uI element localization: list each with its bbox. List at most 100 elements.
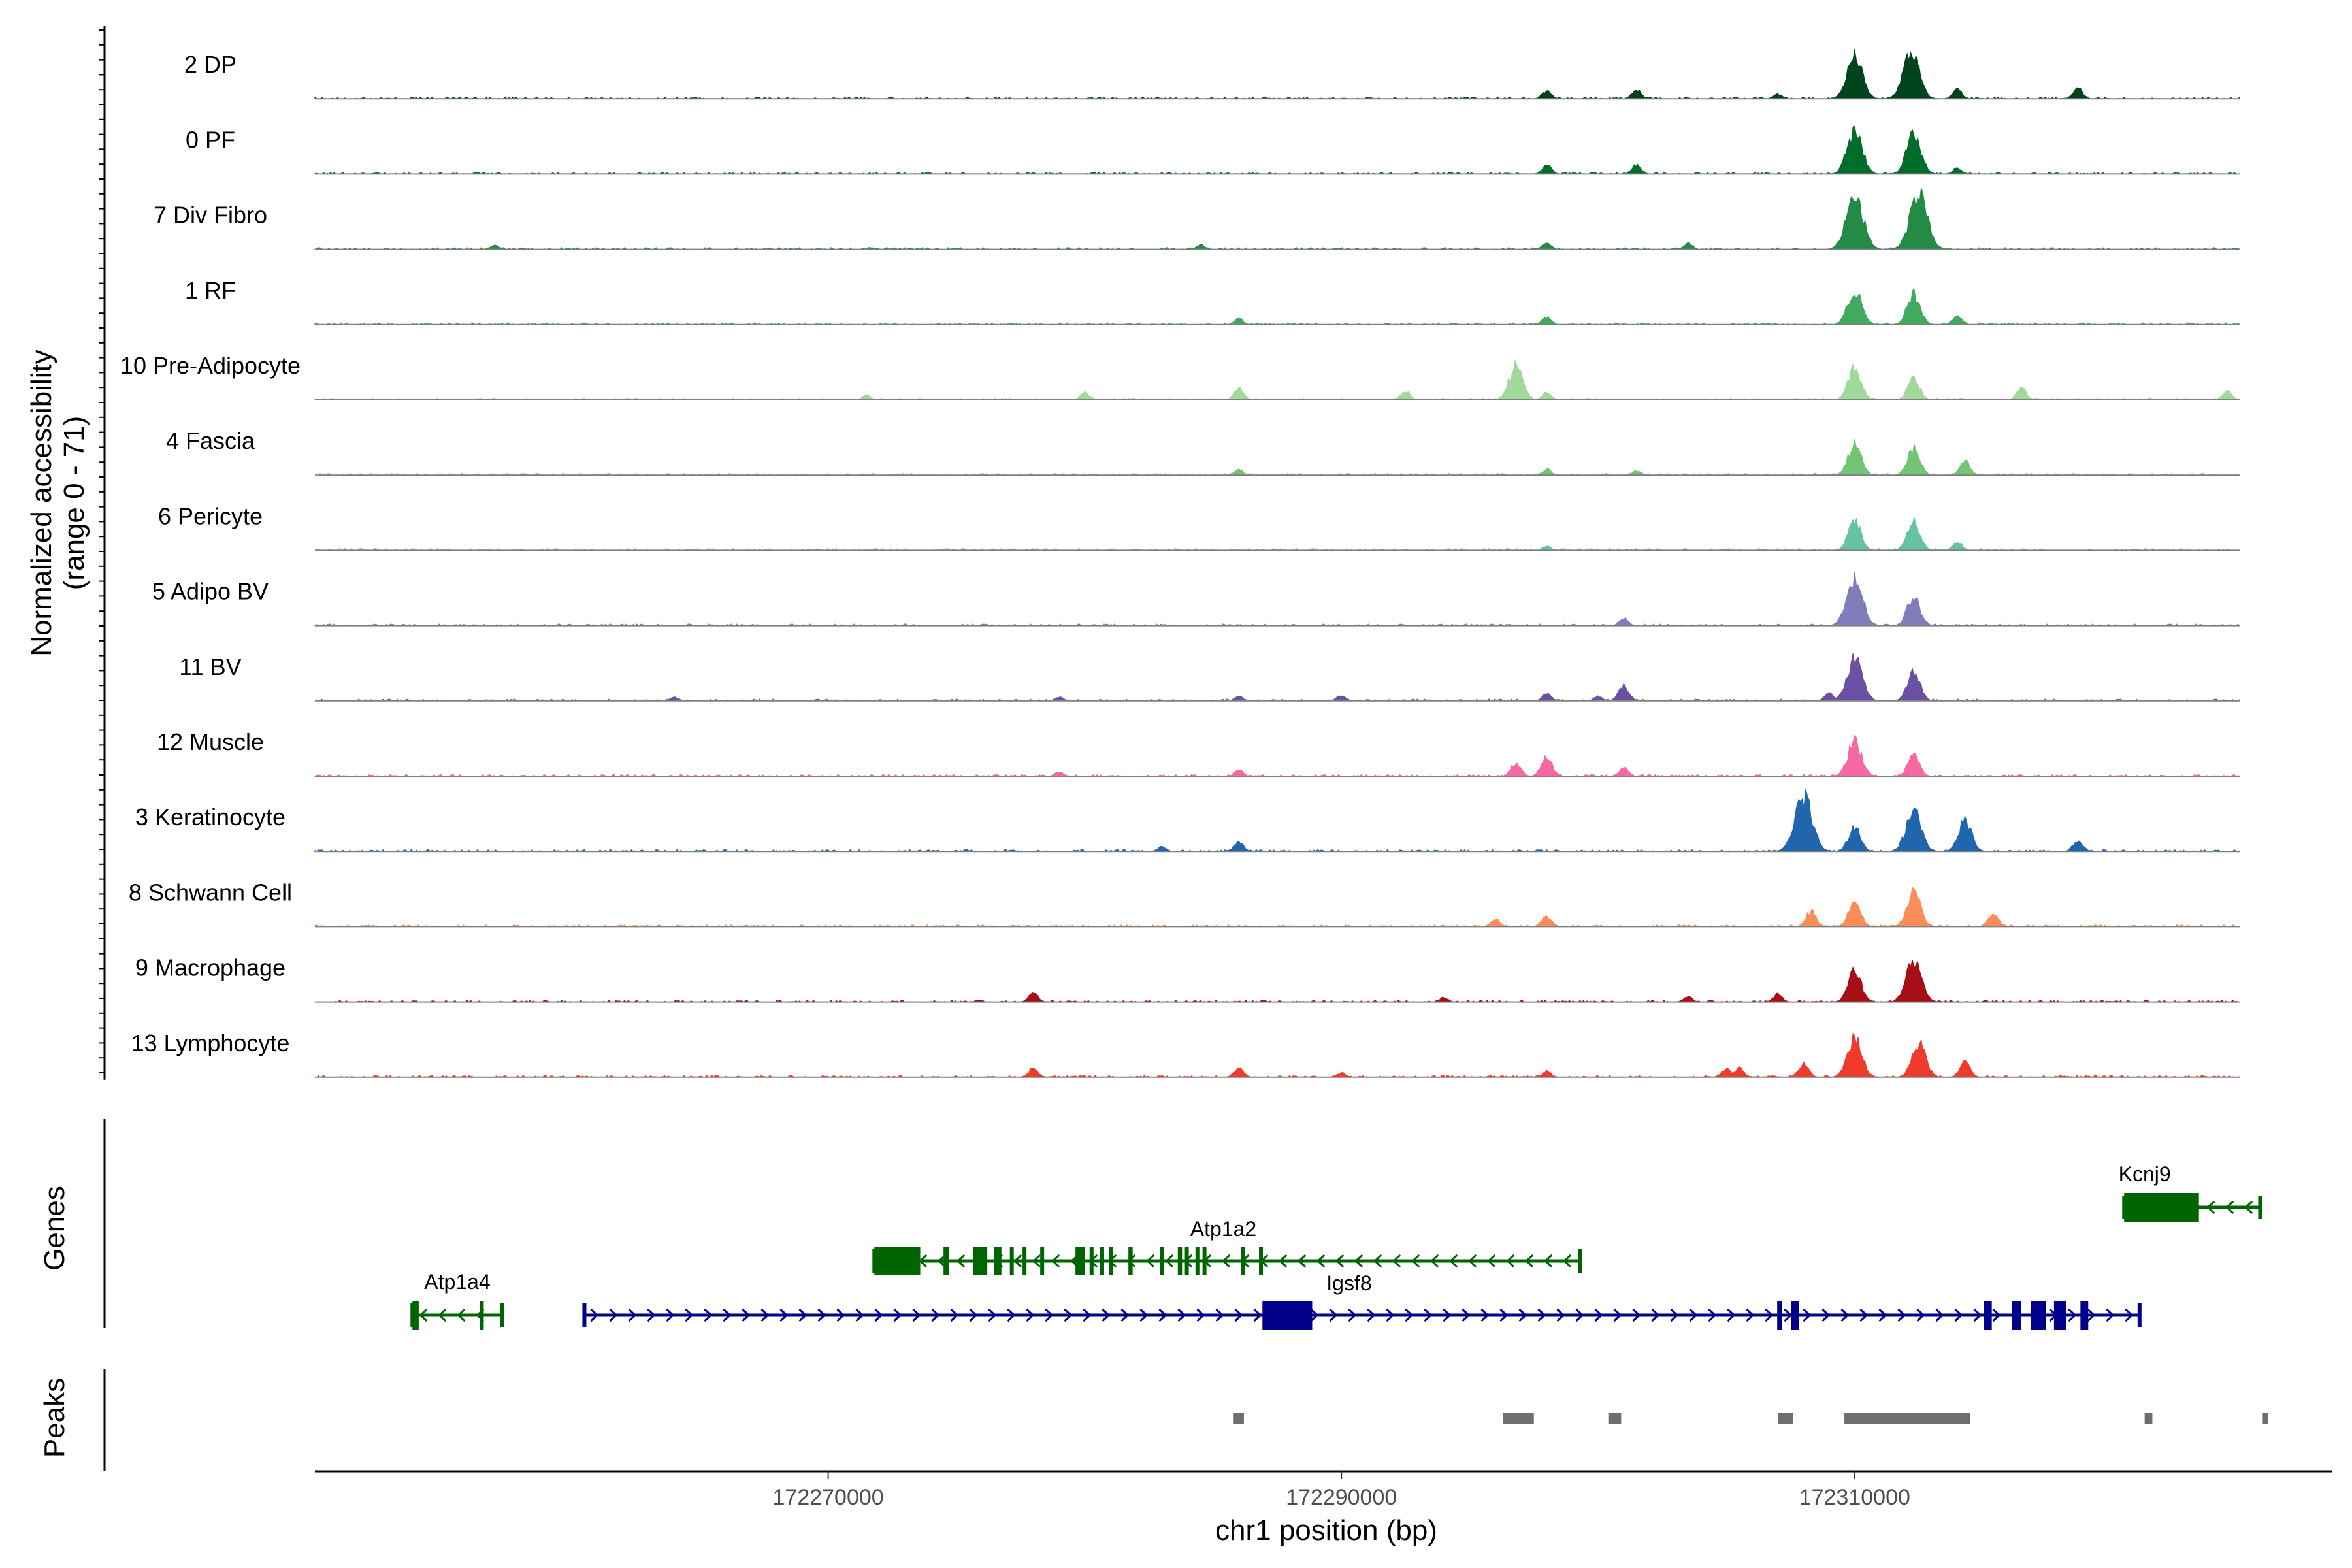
gene-exon [1100, 1247, 1104, 1275]
peak-region [1844, 1413, 1970, 1424]
gene-exon [2053, 1301, 2066, 1330]
x-tick-label: 172270000 [773, 1485, 884, 1510]
strand-arrow [931, 1308, 940, 1322]
strand-arrow [1253, 1308, 1262, 1322]
strand-arrow [723, 1308, 732, 1322]
x-tick-label: 172310000 [1799, 1485, 1910, 1510]
gene-exon [943, 1247, 949, 1275]
gene-exon [1009, 1247, 1014, 1275]
strand-arrow [1518, 1308, 1527, 1322]
gene-exon [874, 1247, 921, 1275]
gene-exon [1984, 1301, 1992, 1330]
strand-arrow [438, 1308, 447, 1322]
peak-region [1608, 1413, 1622, 1424]
strand-arrow [1083, 1308, 1092, 1322]
strand-arrow [1051, 1254, 1060, 1268]
strand-arrow [2225, 1200, 2234, 1215]
gene-exon [1202, 1247, 1207, 1275]
x-tick-label: 172290000 [1286, 1485, 1397, 1510]
coverage-track: 13 Lymphocyte [131, 1030, 2240, 1078]
strand-arrow [1120, 1308, 1130, 1322]
y-axis-title: Normalized accessibility [25, 350, 57, 656]
strand-arrow [779, 1308, 789, 1322]
gene-exon [1777, 1301, 1782, 1330]
strand-arrow [1165, 1254, 1174, 1268]
strand-arrow [1575, 1308, 1584, 1322]
strand-arrow [1499, 1308, 1509, 1322]
coverage-track: 9 Macrophage [135, 955, 2240, 1003]
strand-arrow [1335, 1254, 1345, 1268]
strand-arrow [988, 1308, 997, 1322]
coverage-track: 12 Muscle [157, 728, 2240, 777]
strand-arrow [912, 1308, 921, 1322]
track-label: 10 Pre-Adipocyte [120, 352, 301, 379]
gene-exon [1184, 1247, 1189, 1275]
gene-exon [2080, 1301, 2089, 1330]
strand-arrow [1146, 1254, 1155, 1268]
strand-arrow [1310, 1308, 1319, 1322]
strand-arrow [1954, 1308, 1963, 1322]
gene-label: Atp1a2 [1190, 1217, 1256, 1241]
strand-arrow [1462, 1308, 1471, 1322]
coverage-track: 8 Schwann Cell [129, 879, 2240, 928]
coverage-track: 10 Pre-Adipocyte [120, 352, 2240, 400]
strand-arrow [1329, 1308, 1338, 1322]
strand-arrow [938, 1254, 947, 1268]
strand-arrow [1013, 1254, 1022, 1268]
gene-annotations: Atp1a4 Atp1a2 Igsf8 Kcnj9 [103, 1119, 2262, 1330]
coverage-track: 11 BV [179, 653, 2240, 702]
strand-arrow [419, 1308, 428, 1322]
gene-model: Kcnj9 [2119, 1162, 2262, 1222]
strand-arrow [1430, 1254, 1439, 1268]
coverage-tracks: 2 DP 0 PF 7 Div Fibro 1 RF 10 Pre-Adipocyte 4… [99, 26, 2241, 1080]
gene-label: Kcnj9 [2119, 1162, 2171, 1186]
strand-arrow [893, 1308, 902, 1322]
track-label: 11 BV [179, 653, 241, 680]
coverage-track: 0 PF [186, 125, 2240, 175]
strand-arrow [2244, 1200, 2253, 1215]
peak-region [1777, 1413, 1793, 1424]
strand-arrow [760, 1308, 770, 1322]
track-label: 9 Macrophage [135, 955, 286, 981]
strand-arrow [1525, 1254, 1534, 1268]
gene-exon [1075, 1247, 1085, 1275]
gene-exon [1022, 1247, 1027, 1275]
strand-arrow [1354, 1254, 1364, 1268]
strand-arrow [1234, 1308, 1243, 1322]
track-label: 6 Pericyte [158, 502, 263, 529]
strand-arrow [2068, 1308, 2077, 1322]
gene-exon [412, 1301, 419, 1330]
strand-arrow [1007, 1308, 1016, 1322]
strand-arrow [590, 1308, 599, 1322]
gene-exon [2124, 1193, 2199, 1222]
strand-arrow [1670, 1308, 1679, 1322]
gene-exon [1241, 1247, 1246, 1275]
strand-arrow [1803, 1308, 1812, 1322]
strand-arrow [1487, 1254, 1496, 1268]
gene-exon [1040, 1247, 1045, 1275]
track-label: 13 Lymphocyte [131, 1030, 290, 1056]
peak-region [1233, 1413, 1244, 1424]
gene-exon [1109, 1247, 1114, 1275]
strand-arrow [1594, 1308, 1603, 1322]
strand-arrow [628, 1308, 637, 1322]
gene-label: Atp1a4 [424, 1270, 490, 1294]
coverage-track: 4 Fascia [166, 427, 2240, 476]
coverage-track: 5 Adipo BV [152, 571, 2241, 627]
peak-region [2144, 1413, 2153, 1424]
strand-arrow [1139, 1308, 1149, 1322]
strand-arrow [1506, 1254, 1515, 1268]
strand-arrow [1992, 1308, 2001, 1322]
strand-arrow [1821, 1308, 1831, 1322]
strand-arrow [969, 1308, 978, 1322]
track-label: 4 Fascia [166, 427, 255, 454]
track-label: 12 Muscle [157, 728, 264, 755]
gene-exon [1259, 1247, 1264, 1275]
strand-arrow [1651, 1308, 1660, 1322]
strand-arrow [609, 1308, 618, 1322]
strand-arrow [1064, 1308, 1073, 1322]
gene-model: Atp1a2 [872, 1217, 1582, 1275]
strand-arrow [1405, 1308, 1414, 1322]
gene-exon [1128, 1247, 1133, 1275]
